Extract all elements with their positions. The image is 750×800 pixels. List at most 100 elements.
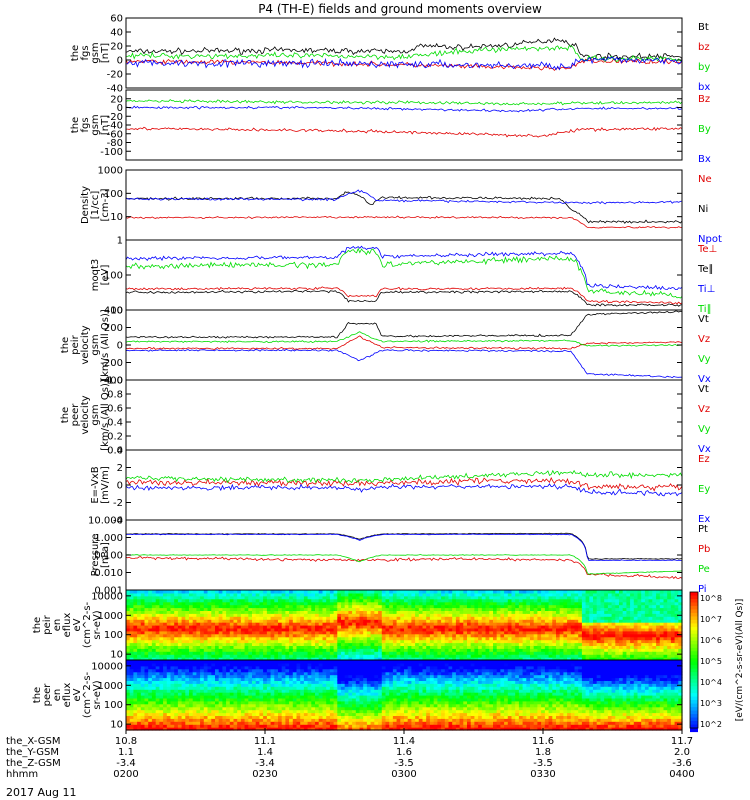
legend-Ni: Ni xyxy=(698,204,708,215)
spectrogram-cell xyxy=(485,598,490,603)
spectrogram-cell xyxy=(151,590,157,594)
spectrogram-cell xyxy=(493,657,498,661)
spectrogram-cell xyxy=(233,613,238,617)
spectrogram-cell xyxy=(215,595,220,600)
spectrogram-cell xyxy=(196,671,201,676)
spectrogram-cell xyxy=(663,630,668,635)
spectrogram-cell xyxy=(144,700,149,705)
spectrogram-cell xyxy=(444,607,450,611)
spectrogram-cell xyxy=(437,645,442,649)
spectrogram-cell xyxy=(259,677,264,681)
spectrogram-cell xyxy=(667,590,672,594)
spectrogram-cell xyxy=(170,674,175,679)
spectrogram-cell xyxy=(485,657,490,661)
spectrogram-cell xyxy=(489,616,494,620)
spectrogram-cell xyxy=(574,590,579,594)
spectrogram-cell xyxy=(148,657,153,661)
spectrogram-cell xyxy=(329,625,335,629)
spectrogram-cell xyxy=(311,590,316,594)
spectrogram-cell xyxy=(278,712,283,716)
spectrogram-cell xyxy=(422,642,427,646)
spectrogram-cell xyxy=(285,686,290,690)
spectrogram-cell xyxy=(648,654,653,658)
spectrogram-cell xyxy=(518,616,524,620)
spectrogram-cell xyxy=(211,642,216,646)
spectrogram-cell xyxy=(641,601,646,606)
spectrogram-cell xyxy=(259,604,264,609)
spectrogram-cell xyxy=(244,677,249,681)
spectrogram-cell xyxy=(667,625,672,629)
spectrogram-cell xyxy=(248,601,253,606)
spectrogram-cell xyxy=(248,651,253,655)
spectrogram-cell xyxy=(237,616,242,620)
spectrogram-cell xyxy=(670,648,676,652)
spectrogram-cell xyxy=(411,633,416,638)
spectrogram-cell xyxy=(622,651,627,655)
spectrogram-cell xyxy=(315,601,320,606)
spectrogram-cell xyxy=(615,607,620,611)
spectrogram-cell xyxy=(281,677,286,681)
spectrogram-cell xyxy=(174,727,179,731)
spectrogram-cell xyxy=(311,622,316,626)
spectrogram-cell xyxy=(422,592,427,597)
spectrogram-cell xyxy=(415,601,420,606)
spectrogram-cell xyxy=(474,627,479,632)
spectrogram-cell xyxy=(559,627,564,632)
spectrogram-cell xyxy=(507,616,513,620)
spectrogram-cell xyxy=(207,590,212,594)
spectrogram-cell xyxy=(192,700,197,705)
spectrogram-cell xyxy=(604,616,609,620)
spectrogram-cell xyxy=(159,692,164,696)
spectrogram-cell xyxy=(278,642,283,646)
spectrogram-cell xyxy=(240,695,246,699)
spectrogram-cell xyxy=(392,590,398,594)
spectrogram-cell xyxy=(248,712,253,716)
spectrogram-cell xyxy=(315,645,320,649)
spectrogram-cell xyxy=(522,592,527,597)
spectrogram-cell xyxy=(363,592,368,597)
spectrogram-cell xyxy=(341,598,346,603)
spectrogram-cell xyxy=(129,692,134,696)
spectrogram-cell xyxy=(137,697,142,702)
spectrogram-cell xyxy=(648,636,653,641)
spectrogram-cell xyxy=(177,648,183,652)
spectrogram-cell xyxy=(626,639,631,644)
spectrogram-cell xyxy=(411,625,416,629)
spectrogram-cell xyxy=(481,642,487,646)
spectrogram-cell xyxy=(285,657,290,661)
spectrogram-cell xyxy=(211,648,216,652)
spectrogram-cell xyxy=(292,654,298,658)
spectrogram-cell xyxy=(174,718,179,722)
spectrogram-cell xyxy=(322,610,327,614)
spectrogram-cell xyxy=(333,657,338,661)
spectrogram-cell xyxy=(333,651,338,655)
spectrogram-cell xyxy=(418,610,424,614)
spectrogram-cell xyxy=(348,625,353,629)
spectrogram-cell xyxy=(292,651,298,655)
spectrogram-cell xyxy=(278,677,283,681)
spectrogram-cell xyxy=(237,665,242,670)
spectrogram-cell xyxy=(444,604,450,609)
spectrogram-cell xyxy=(126,651,131,655)
spectrogram-cell xyxy=(185,598,190,603)
spectrogram-cell xyxy=(155,590,160,594)
spectrogram-cell xyxy=(215,709,220,714)
spectrogram-cell xyxy=(163,706,168,711)
y-tick-label: 1000 xyxy=(98,166,123,177)
spectrogram-cell xyxy=(289,715,294,719)
spectrogram-cell xyxy=(656,616,661,620)
spectrogram-cell xyxy=(278,639,283,644)
spectrogram-cell xyxy=(307,610,312,614)
spectrogram-cell xyxy=(274,700,279,705)
spectrogram-cell xyxy=(556,610,561,614)
spectrogram-cell xyxy=(426,636,431,641)
y-tick-label: 100 xyxy=(104,189,123,200)
spectrogram-cell xyxy=(174,604,179,609)
spectrogram-cell xyxy=(270,712,275,716)
spectrogram-cell xyxy=(637,598,642,603)
spectrogram-cell xyxy=(237,639,242,644)
spectrogram-cell xyxy=(374,651,379,655)
spectrogram-cell xyxy=(285,718,290,722)
spectrogram-cell xyxy=(133,651,138,655)
